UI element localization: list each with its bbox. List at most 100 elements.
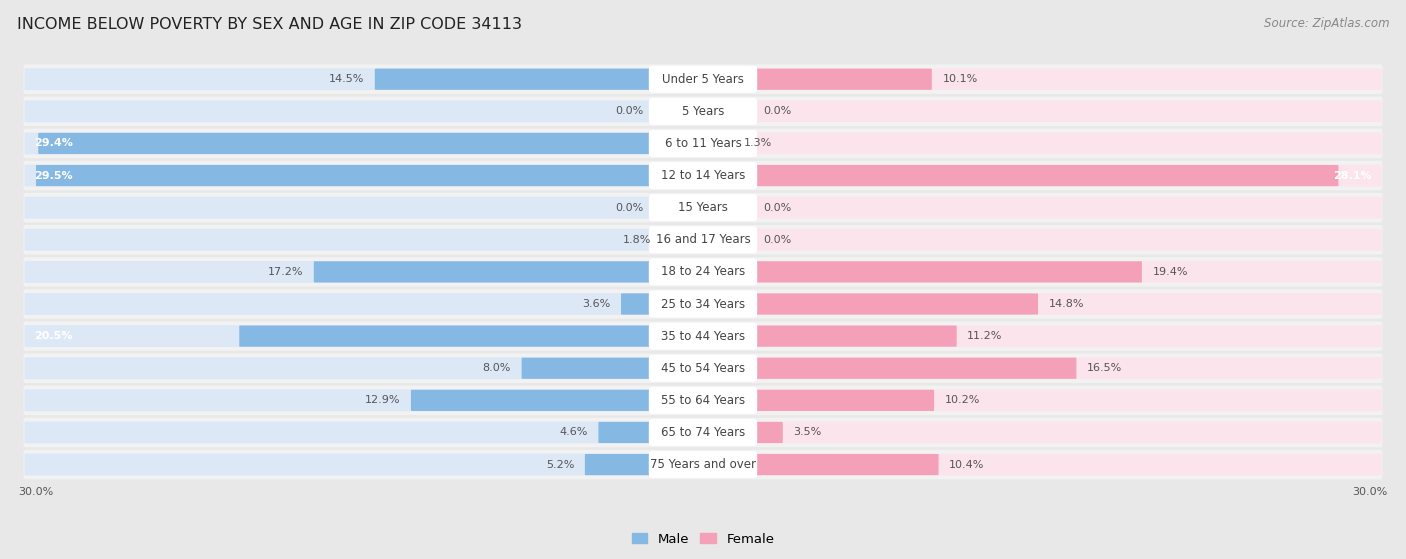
Text: 45 to 54 Years: 45 to 54 Years bbox=[661, 362, 745, 375]
FancyBboxPatch shape bbox=[24, 325, 704, 347]
Text: 11.2%: 11.2% bbox=[967, 331, 1002, 341]
FancyBboxPatch shape bbox=[24, 289, 1382, 319]
Text: 4.6%: 4.6% bbox=[560, 428, 588, 438]
FancyBboxPatch shape bbox=[24, 129, 1382, 158]
Text: 3.6%: 3.6% bbox=[582, 299, 610, 309]
FancyBboxPatch shape bbox=[702, 101, 1382, 122]
FancyBboxPatch shape bbox=[239, 325, 703, 347]
Text: 12.9%: 12.9% bbox=[364, 395, 401, 405]
FancyBboxPatch shape bbox=[24, 165, 704, 187]
Text: 10.2%: 10.2% bbox=[945, 395, 980, 405]
FancyBboxPatch shape bbox=[703, 261, 1142, 282]
FancyBboxPatch shape bbox=[648, 258, 758, 286]
FancyBboxPatch shape bbox=[702, 261, 1382, 283]
Text: 10.1%: 10.1% bbox=[942, 74, 977, 84]
Text: 12 to 14 Years: 12 to 14 Years bbox=[661, 169, 745, 182]
Text: INCOME BELOW POVERTY BY SEX AND AGE IN ZIP CODE 34113: INCOME BELOW POVERTY BY SEX AND AGE IN Z… bbox=[17, 17, 522, 32]
Text: 14.5%: 14.5% bbox=[329, 74, 364, 84]
FancyBboxPatch shape bbox=[703, 133, 733, 154]
Text: 1.3%: 1.3% bbox=[744, 139, 772, 149]
FancyBboxPatch shape bbox=[24, 353, 1382, 383]
Text: 6 to 11 Years: 6 to 11 Years bbox=[665, 137, 741, 150]
Text: 55 to 64 Years: 55 to 64 Years bbox=[661, 394, 745, 407]
FancyBboxPatch shape bbox=[24, 390, 704, 411]
Text: 65 to 74 Years: 65 to 74 Years bbox=[661, 426, 745, 439]
FancyBboxPatch shape bbox=[702, 229, 1382, 250]
FancyBboxPatch shape bbox=[24, 225, 1382, 254]
FancyBboxPatch shape bbox=[703, 165, 1339, 186]
Text: 16.5%: 16.5% bbox=[1087, 363, 1122, 373]
FancyBboxPatch shape bbox=[24, 261, 704, 283]
Legend: Male, Female: Male, Female bbox=[626, 527, 780, 551]
Text: 8.0%: 8.0% bbox=[482, 363, 510, 373]
FancyBboxPatch shape bbox=[702, 357, 1382, 379]
Text: 17.2%: 17.2% bbox=[267, 267, 304, 277]
FancyBboxPatch shape bbox=[702, 197, 1382, 219]
FancyBboxPatch shape bbox=[703, 358, 1077, 379]
FancyBboxPatch shape bbox=[702, 165, 1382, 187]
FancyBboxPatch shape bbox=[702, 421, 1382, 443]
FancyBboxPatch shape bbox=[702, 325, 1382, 347]
FancyBboxPatch shape bbox=[648, 419, 758, 446]
FancyBboxPatch shape bbox=[621, 293, 703, 315]
FancyBboxPatch shape bbox=[648, 98, 758, 125]
Text: Under 5 Years: Under 5 Years bbox=[662, 73, 744, 86]
Text: Source: ZipAtlas.com: Source: ZipAtlas.com bbox=[1264, 17, 1389, 30]
FancyBboxPatch shape bbox=[24, 357, 704, 379]
FancyBboxPatch shape bbox=[24, 321, 1382, 351]
FancyBboxPatch shape bbox=[24, 97, 1382, 126]
Text: 3.5%: 3.5% bbox=[793, 428, 821, 438]
Text: 30.0%: 30.0% bbox=[1353, 487, 1388, 497]
Text: 0.0%: 0.0% bbox=[763, 106, 792, 116]
FancyBboxPatch shape bbox=[24, 161, 1382, 190]
FancyBboxPatch shape bbox=[648, 162, 758, 189]
FancyBboxPatch shape bbox=[648, 451, 758, 478]
FancyBboxPatch shape bbox=[37, 165, 703, 186]
FancyBboxPatch shape bbox=[411, 390, 703, 411]
Text: 29.5%: 29.5% bbox=[34, 170, 73, 181]
FancyBboxPatch shape bbox=[703, 69, 932, 90]
FancyBboxPatch shape bbox=[24, 454, 704, 476]
FancyBboxPatch shape bbox=[24, 418, 1382, 447]
Text: 28.1%: 28.1% bbox=[1333, 170, 1372, 181]
FancyBboxPatch shape bbox=[24, 421, 704, 443]
FancyBboxPatch shape bbox=[24, 64, 1382, 94]
FancyBboxPatch shape bbox=[24, 450, 1382, 479]
FancyBboxPatch shape bbox=[24, 132, 704, 154]
Text: 0.0%: 0.0% bbox=[614, 106, 643, 116]
Text: 25 to 34 Years: 25 to 34 Years bbox=[661, 297, 745, 310]
FancyBboxPatch shape bbox=[648, 226, 758, 253]
Text: 18 to 24 Years: 18 to 24 Years bbox=[661, 266, 745, 278]
Text: 35 to 44 Years: 35 to 44 Years bbox=[661, 330, 745, 343]
FancyBboxPatch shape bbox=[648, 387, 758, 414]
FancyBboxPatch shape bbox=[648, 194, 758, 221]
Text: 20.5%: 20.5% bbox=[34, 331, 73, 341]
FancyBboxPatch shape bbox=[703, 293, 1038, 315]
Text: 29.4%: 29.4% bbox=[34, 139, 73, 149]
FancyBboxPatch shape bbox=[703, 325, 956, 347]
Text: 15 Years: 15 Years bbox=[678, 201, 728, 214]
FancyBboxPatch shape bbox=[648, 355, 758, 382]
FancyBboxPatch shape bbox=[24, 386, 1382, 415]
FancyBboxPatch shape bbox=[702, 454, 1382, 476]
FancyBboxPatch shape bbox=[703, 422, 783, 443]
Text: 14.8%: 14.8% bbox=[1049, 299, 1084, 309]
FancyBboxPatch shape bbox=[585, 454, 703, 475]
FancyBboxPatch shape bbox=[702, 390, 1382, 411]
FancyBboxPatch shape bbox=[648, 323, 758, 349]
FancyBboxPatch shape bbox=[599, 422, 703, 443]
Text: 5.2%: 5.2% bbox=[546, 459, 574, 470]
Text: 0.0%: 0.0% bbox=[763, 235, 792, 245]
FancyBboxPatch shape bbox=[702, 68, 1382, 90]
Text: 10.4%: 10.4% bbox=[949, 459, 984, 470]
Text: 19.4%: 19.4% bbox=[1153, 267, 1188, 277]
FancyBboxPatch shape bbox=[24, 293, 704, 315]
FancyBboxPatch shape bbox=[703, 390, 934, 411]
Text: 1.8%: 1.8% bbox=[623, 235, 651, 245]
FancyBboxPatch shape bbox=[314, 261, 703, 282]
FancyBboxPatch shape bbox=[703, 454, 939, 475]
FancyBboxPatch shape bbox=[648, 291, 758, 318]
FancyBboxPatch shape bbox=[702, 132, 1382, 154]
FancyBboxPatch shape bbox=[24, 101, 704, 122]
FancyBboxPatch shape bbox=[375, 69, 703, 90]
